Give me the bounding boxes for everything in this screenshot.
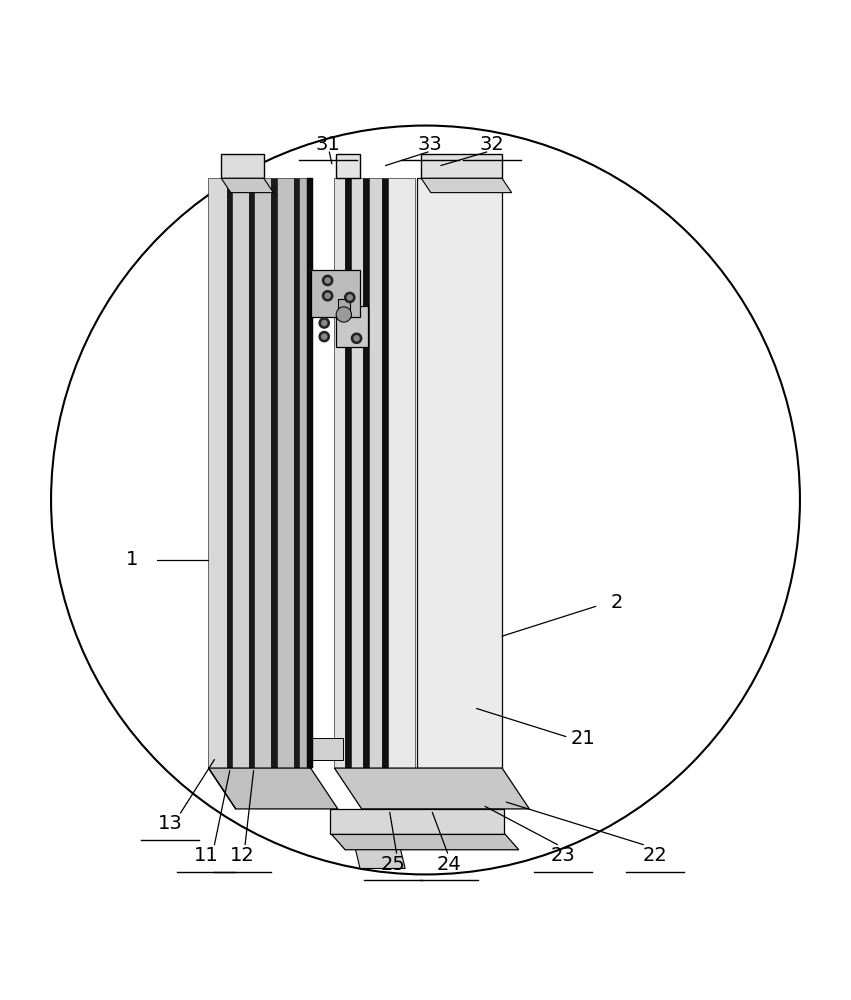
- Text: 21: 21: [570, 729, 596, 748]
- Circle shape: [351, 333, 362, 343]
- Text: 12: 12: [230, 846, 255, 865]
- Text: 22: 22: [643, 846, 668, 865]
- Bar: [421, 154, 502, 178]
- Text: 23: 23: [551, 846, 576, 865]
- Polygon shape: [421, 178, 511, 193]
- Text: 13: 13: [157, 814, 183, 833]
- Bar: [338, 299, 350, 318]
- Bar: [334, 178, 345, 768]
- Polygon shape: [356, 850, 405, 868]
- Text: 2: 2: [611, 593, 623, 612]
- Text: 24: 24: [437, 855, 462, 874]
- Bar: [221, 154, 264, 178]
- Circle shape: [345, 292, 355, 303]
- Text: 31: 31: [315, 135, 340, 154]
- Text: 33: 33: [417, 135, 443, 154]
- Bar: [345, 178, 351, 768]
- Bar: [277, 178, 294, 768]
- Bar: [271, 178, 277, 768]
- Bar: [249, 178, 254, 768]
- Circle shape: [322, 334, 327, 339]
- Polygon shape: [336, 306, 368, 347]
- Text: 1: 1: [126, 550, 138, 569]
- Circle shape: [354, 336, 359, 341]
- Circle shape: [336, 307, 351, 322]
- Bar: [232, 178, 249, 768]
- Circle shape: [319, 332, 329, 342]
- Polygon shape: [221, 178, 273, 193]
- Circle shape: [325, 278, 330, 283]
- Bar: [299, 178, 311, 768]
- Polygon shape: [311, 270, 360, 317]
- Circle shape: [323, 275, 333, 286]
- Text: 11: 11: [193, 846, 219, 865]
- Bar: [307, 178, 313, 768]
- Circle shape: [319, 318, 329, 328]
- Bar: [294, 178, 299, 768]
- Bar: [369, 178, 382, 768]
- Bar: [388, 178, 415, 768]
- Bar: [254, 178, 271, 768]
- Circle shape: [323, 291, 333, 301]
- Polygon shape: [332, 834, 519, 850]
- Text: 25: 25: [380, 855, 406, 874]
- Circle shape: [325, 293, 330, 298]
- Bar: [336, 154, 360, 178]
- Polygon shape: [334, 768, 529, 809]
- Bar: [363, 178, 369, 768]
- Bar: [311, 738, 343, 760]
- Bar: [351, 178, 363, 768]
- Circle shape: [322, 320, 327, 326]
- Text: 32: 32: [479, 135, 505, 154]
- Circle shape: [347, 295, 352, 300]
- Polygon shape: [330, 809, 504, 834]
- Polygon shape: [208, 768, 338, 809]
- Bar: [417, 178, 502, 768]
- Bar: [382, 178, 388, 768]
- Bar: [227, 178, 232, 768]
- Bar: [208, 178, 227, 768]
